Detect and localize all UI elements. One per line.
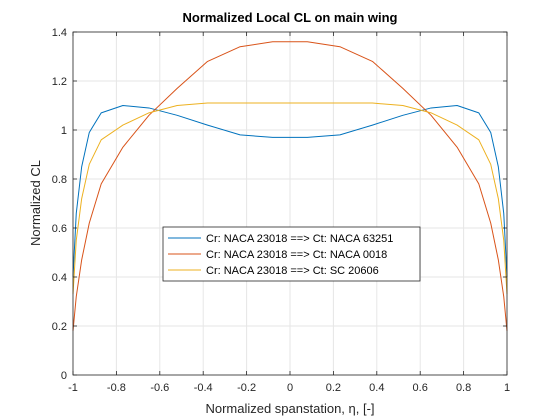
legend-label: Cr: NACA 23018 ==> Ct: SC 20606 bbox=[206, 265, 379, 277]
y-tick-label: 0.2 bbox=[52, 321, 67, 333]
legend-label: Cr: NACA 23018 ==> Ct: NACA 63251 bbox=[206, 233, 393, 245]
legend-label: Cr: NACA 23018 ==> Ct: NACA 0018 bbox=[206, 249, 387, 261]
series-line-2 bbox=[72, 41, 508, 331]
y-tick-label: 0.8 bbox=[52, 174, 67, 186]
x-tick-label: 0.2 bbox=[326, 382, 341, 394]
x-tick-label: 0.4 bbox=[369, 382, 384, 394]
chart-title: Normalized Local CL on main wing bbox=[182, 10, 397, 25]
y-tick-label: 0.6 bbox=[52, 223, 67, 235]
series-line-1 bbox=[72, 105, 508, 278]
y-tick-label: 0.4 bbox=[52, 272, 67, 284]
y-tick-label: 1.4 bbox=[52, 27, 67, 39]
y-tick-label: 1.2 bbox=[52, 76, 67, 88]
x-tick-label: 0.8 bbox=[456, 382, 471, 394]
series-layer bbox=[72, 41, 508, 331]
legend-box bbox=[162, 226, 421, 282]
x-tick-label: -1 bbox=[68, 382, 78, 394]
x-tick-label: 0 bbox=[287, 382, 293, 394]
series-line-3 bbox=[72, 102, 508, 295]
legend: Cr: NACA 23018 ==> Ct: NACA 63251 Cr: NAC… bbox=[162, 226, 421, 282]
x-axis-label: Normalized spanstation, η, [-] bbox=[205, 401, 374, 416]
x-tick-label: -0.2 bbox=[237, 382, 256, 394]
axis-ticks: -1 -0.8 -0.6 -0.4 -0.2 0 0.2 0.4 0.6 0.8 1 0 0.2 0.4 0… bbox=[52, 27, 510, 394]
x-tick-label: -0.4 bbox=[194, 382, 213, 394]
y-axis-label: Normalized CL bbox=[28, 160, 43, 246]
x-tick-label: 0.6 bbox=[413, 382, 428, 394]
x-tick-label: -0.8 bbox=[107, 382, 126, 394]
x-tick-label: 1 bbox=[504, 382, 510, 394]
x-tick-label: -0.6 bbox=[150, 382, 169, 394]
y-tick-label: 0 bbox=[61, 370, 67, 382]
y-tick-label: 1 bbox=[61, 125, 67, 137]
